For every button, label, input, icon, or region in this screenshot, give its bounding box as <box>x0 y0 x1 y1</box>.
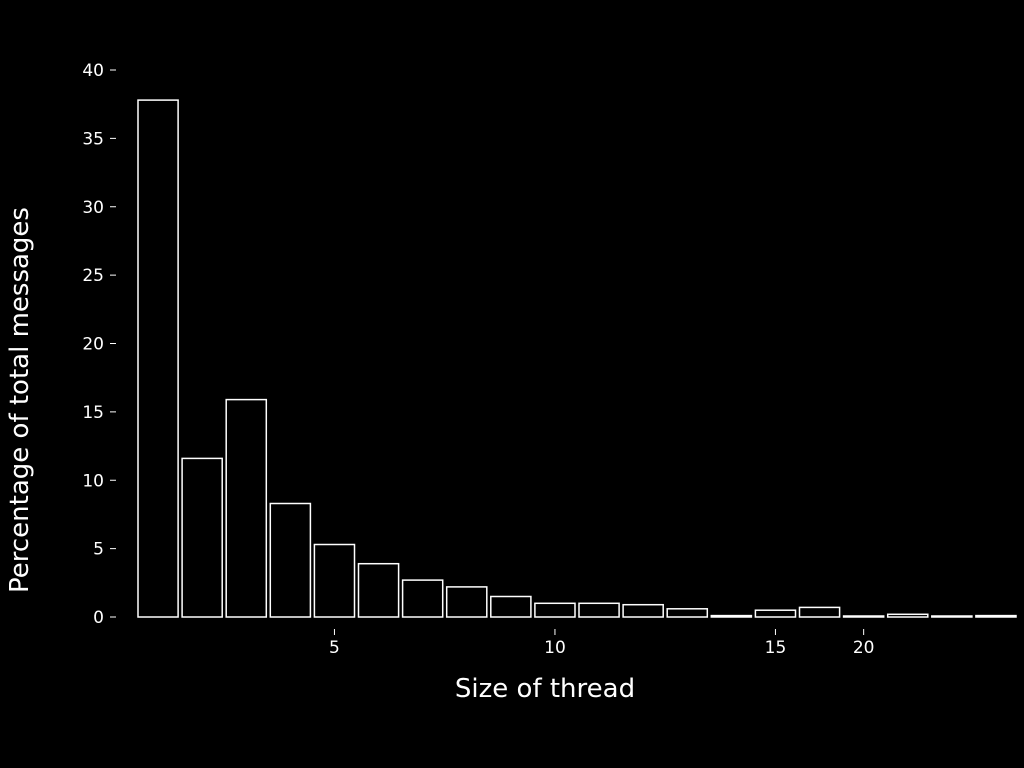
y-tick-label: 40 <box>82 61 104 81</box>
bar-9 <box>490 595 532 618</box>
bar-19 <box>931 615 973 618</box>
y-tick-label: 35 <box>82 129 104 149</box>
bar-18 <box>886 613 929 618</box>
y-tick-label: 30 <box>82 198 104 218</box>
bar-20 <box>975 614 1017 618</box>
bar-6 <box>357 562 400 618</box>
bar-10 <box>534 602 576 618</box>
y-tick-label: 10 <box>82 471 104 491</box>
y-tick-label: 20 <box>82 335 104 355</box>
x-tick-label: 5 <box>329 638 340 658</box>
bar-14 <box>710 614 753 618</box>
bar-13 <box>666 608 709 618</box>
y-tick-label: 25 <box>82 266 104 286</box>
bar-4 <box>269 502 312 618</box>
bars <box>137 99 1017 618</box>
bar-3 <box>225 398 268 618</box>
x-axis: 5 10 15 20 <box>329 629 874 658</box>
bar-12 <box>622 603 664 618</box>
x-tick-label: 15 <box>765 638 787 658</box>
bar-15 <box>754 609 797 618</box>
y-axis: 0 5 10 15 20 25 30 35 40 <box>82 61 116 628</box>
bar-11 <box>578 602 620 618</box>
bar-17 <box>842 615 885 618</box>
x-tick-label: 20 <box>853 638 875 658</box>
bar-2 <box>181 457 223 618</box>
x-tick-label: 10 <box>544 638 566 658</box>
y-tick-label: 15 <box>82 403 104 423</box>
bar-7 <box>401 579 444 618</box>
x-axis-title: Size of thread <box>455 674 635 704</box>
bar-8 <box>445 586 488 618</box>
bar-5 <box>313 543 356 618</box>
y-tick-label: 0 <box>93 608 104 628</box>
y-axis-title: Percentage of total messages <box>5 207 35 593</box>
bar-1 <box>137 99 179 618</box>
y-tick-label: 5 <box>93 540 104 560</box>
bar-16 <box>798 606 841 618</box>
